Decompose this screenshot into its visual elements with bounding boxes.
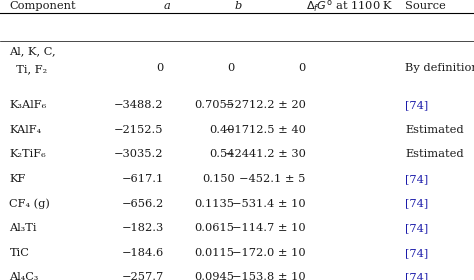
Text: −452.1 ± 5: −452.1 ± 5 [239, 174, 306, 184]
Text: Estimated: Estimated [405, 149, 464, 159]
Text: a: a [164, 1, 170, 11]
Text: −3488.2: −3488.2 [114, 100, 164, 110]
Text: Al₄C₃: Al₄C₃ [9, 272, 39, 280]
Text: 0.0115: 0.0115 [195, 248, 235, 258]
Text: CF₄ (g): CF₄ (g) [9, 198, 50, 209]
Text: −184.6: −184.6 [121, 248, 164, 258]
Text: 0: 0 [299, 63, 306, 73]
Text: $\Delta_f G^{\rm o}$ at 1100 K: $\Delta_f G^{\rm o}$ at 1100 K [306, 0, 393, 13]
Text: K₃AlF₆: K₃AlF₆ [9, 100, 47, 110]
Text: −531.4 ± 10: −531.4 ± 10 [232, 199, 306, 209]
Text: 0: 0 [156, 63, 164, 73]
Text: [74]: [74] [405, 248, 428, 258]
Text: KAlF₄: KAlF₄ [9, 125, 42, 135]
Text: −114.7 ± 10: −114.7 ± 10 [232, 223, 306, 233]
Text: 0.1135: 0.1135 [195, 199, 235, 209]
Text: −617.1: −617.1 [121, 174, 164, 184]
Text: Al, K, C,: Al, K, C, [9, 46, 56, 56]
Text: KF: KF [9, 174, 26, 184]
Text: −257.7: −257.7 [121, 272, 164, 280]
Text: By definition: By definition [405, 63, 474, 73]
Text: 0.7055: 0.7055 [195, 100, 235, 110]
Text: 0.150: 0.150 [202, 174, 235, 184]
Text: −3035.2: −3035.2 [114, 149, 164, 159]
Text: [74]: [74] [405, 199, 428, 209]
Text: 0.40: 0.40 [209, 125, 235, 135]
Text: −2441.2 ± 30: −2441.2 ± 30 [225, 149, 306, 159]
Text: [74]: [74] [405, 174, 428, 184]
Text: Al₃Ti: Al₃Ti [9, 223, 37, 233]
Text: 0: 0 [228, 63, 235, 73]
Text: −2152.5: −2152.5 [114, 125, 164, 135]
Text: −2712.2 ± 20: −2712.2 ± 20 [225, 100, 306, 110]
Text: Component: Component [9, 1, 76, 11]
Text: −656.2: −656.2 [121, 199, 164, 209]
Text: [74]: [74] [405, 100, 428, 110]
Text: Ti, F₂: Ti, F₂ [9, 64, 47, 74]
Text: 0.0615: 0.0615 [195, 223, 235, 233]
Text: −153.8 ± 10: −153.8 ± 10 [232, 272, 306, 280]
Text: K₂TiF₆: K₂TiF₆ [9, 149, 46, 159]
Text: b: b [235, 1, 242, 11]
Text: TiC: TiC [9, 248, 29, 258]
Text: −1712.5 ± 40: −1712.5 ± 40 [225, 125, 306, 135]
Text: Estimated: Estimated [405, 125, 464, 135]
Text: 0.0945: 0.0945 [195, 272, 235, 280]
Text: [74]: [74] [405, 272, 428, 280]
Text: Source: Source [405, 1, 446, 11]
Text: −172.0 ± 10: −172.0 ± 10 [232, 248, 306, 258]
Text: [74]: [74] [405, 223, 428, 233]
Text: −182.3: −182.3 [121, 223, 164, 233]
Text: 0.54: 0.54 [209, 149, 235, 159]
